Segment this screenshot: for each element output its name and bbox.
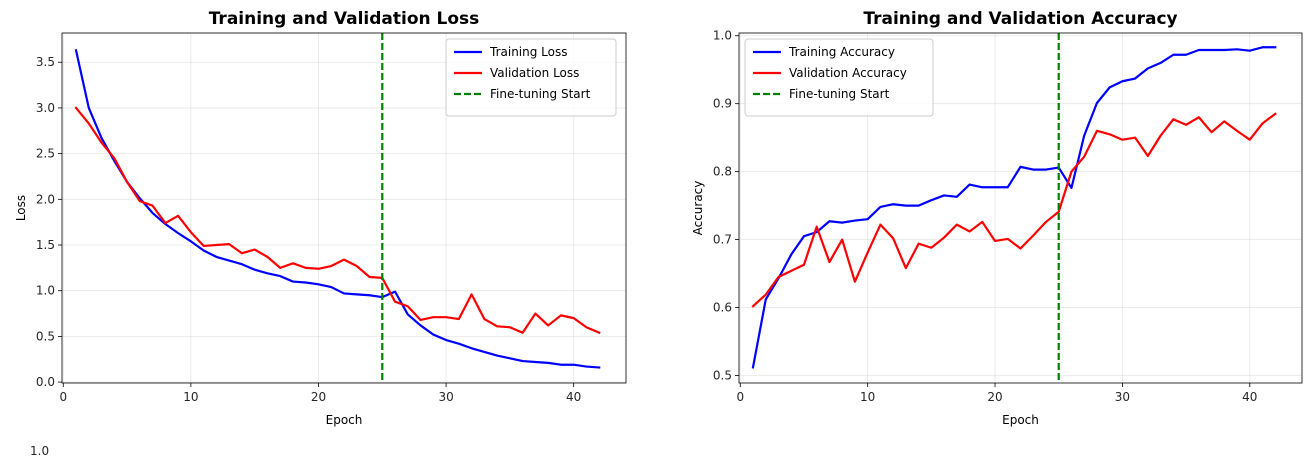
legend-label: Training Accuracy bbox=[788, 45, 895, 59]
legend: Training Loss Validation Loss Fine-tuning … bbox=[445, 38, 617, 117]
legend-label: Fine-tuning Start bbox=[789, 87, 890, 101]
legend-label: Validation Loss bbox=[490, 66, 579, 80]
x-tick-label: 20 bbox=[987, 390, 1002, 404]
plot-frame bbox=[61, 32, 627, 384]
x-axis-label: Epoch bbox=[326, 413, 363, 427]
chart-title: Training and Validation Accuracy bbox=[863, 9, 1177, 29]
x-tick-label: 40 bbox=[1242, 390, 1257, 404]
y-axis-label: Accuracy bbox=[691, 181, 705, 236]
legend-label: Validation Accuracy bbox=[789, 66, 907, 80]
y-tick-label: 0.0 bbox=[36, 375, 55, 389]
cutoff-tick-label: 1.0 bbox=[30, 444, 50, 458]
x-tick-label: 0 bbox=[736, 390, 744, 404]
y-tick-label: 3.0 bbox=[36, 101, 55, 115]
x-tick-label: 40 bbox=[566, 390, 581, 404]
chart-title: Training and Validation Loss bbox=[209, 9, 480, 29]
y-tick-label: 0.5 bbox=[713, 369, 732, 383]
x-tick-label: 0 bbox=[59, 390, 67, 404]
y-tick-label: 0.7 bbox=[713, 233, 732, 247]
plot-frame bbox=[738, 32, 1303, 384]
x-tick-label: 10 bbox=[183, 390, 198, 404]
legend-label: Training Loss bbox=[489, 45, 567, 59]
x-tick-label: 10 bbox=[860, 390, 875, 404]
y-axis-label: Loss bbox=[14, 195, 28, 221]
y-tick-label: 1.5 bbox=[36, 238, 55, 252]
legend-box bbox=[744, 38, 934, 117]
x-tick-label: 30 bbox=[1115, 390, 1130, 404]
legend: Training Accuracy Validation Accuracy Fine… bbox=[744, 38, 934, 117]
y-tick-label: 0.6 bbox=[713, 301, 732, 315]
y-tick-label: 2.5 bbox=[36, 147, 55, 161]
y-tick-label: 0.8 bbox=[713, 165, 732, 179]
y-tick-label: 1.0 bbox=[36, 284, 55, 298]
y-tick-label: 3.5 bbox=[36, 55, 55, 69]
series-line-validation-loss bbox=[74, 106, 601, 335]
loss-chart: 0 10 20 30 40 0.0 0.5 1.0 1.5 2.0 2.5 3.0 3.5 Trainin… bbox=[14, 9, 627, 427]
series-line-training-accuracy bbox=[751, 46, 1277, 369]
x-tick-label: 30 bbox=[438, 390, 453, 404]
y-tick-label: 0.9 bbox=[713, 97, 732, 111]
y-tick-label: 0.5 bbox=[36, 329, 55, 343]
series-line-validation-accuracy bbox=[751, 112, 1277, 308]
y-tick-label: 1.0 bbox=[713, 29, 732, 43]
accuracy-chart: 0 10 20 30 40 0.5 0.6 0.7 0.8 0.9 1.0 Training and … bbox=[691, 9, 1303, 427]
series-line-training-loss bbox=[74, 49, 601, 369]
x-axis-label: Epoch bbox=[1002, 413, 1039, 427]
x-tick-label: 20 bbox=[311, 390, 326, 404]
legend-label: Fine-tuning Start bbox=[490, 87, 591, 101]
y-tick-label: 2.0 bbox=[36, 192, 55, 206]
legend-box bbox=[445, 38, 617, 117]
